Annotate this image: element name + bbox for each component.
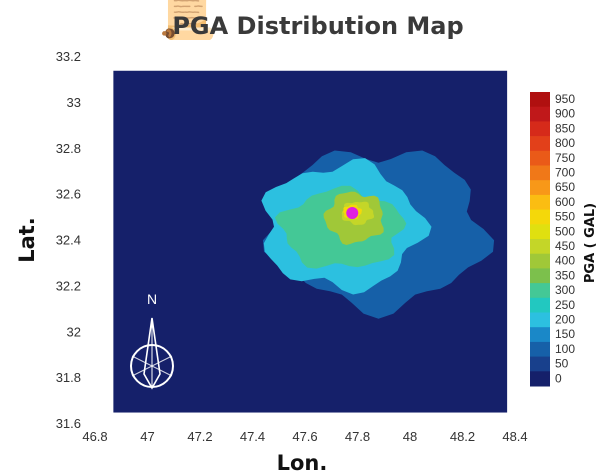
colorbar-swatch (530, 253, 550, 269)
x-tick-label: 47.2 (187, 429, 212, 444)
y-tick-label: 31.6 (56, 416, 81, 431)
colorbar-swatch (530, 297, 550, 313)
north-arrow: N (130, 291, 174, 390)
colorbar-swatch (530, 371, 550, 387)
colorbar-label: 650 (555, 180, 575, 194)
colorbar-label: 800 (555, 136, 575, 150)
colorbar-swatch (530, 268, 550, 284)
colorbar-swatch (530, 150, 550, 166)
x-tick-label: 48.2 (450, 429, 475, 444)
colorbar-title: PGA ( GAL) (583, 203, 598, 283)
colorbar-label: 500 (555, 224, 575, 238)
x-tick-label: 47.8 (345, 429, 370, 444)
colorbar-label: 350 (555, 268, 575, 282)
colorbar-label: 100 (555, 342, 575, 356)
x-tick-label: 47 (140, 429, 154, 444)
colorbar-label: 600 (555, 195, 575, 209)
colorbar-swatch (530, 209, 550, 225)
y-tick-label: 32.2 (56, 278, 81, 293)
colorbar-label: 50 (555, 357, 569, 371)
colorbar-label: 850 (555, 121, 575, 135)
background-watermark: 📜 (150, 0, 217, 43)
colorbar-label: 0 (555, 371, 562, 385)
y-tick-label: 32.6 (56, 187, 81, 202)
pga-contour-zones (261, 150, 495, 319)
colorbar-swatch (530, 356, 550, 372)
y-tick-label: 31.8 (56, 370, 81, 385)
colorbar-swatch (530, 194, 550, 211)
colorbar-label: 950 (555, 92, 575, 106)
y-axis-ticks: 31.6 31.8 32 32.2 32.4 32.6 32.8 33 33.2 (56, 49, 81, 431)
colorbar-swatch (530, 239, 550, 255)
x-tick-label: 46.8 (82, 429, 107, 444)
colorbar-label: 450 (555, 239, 575, 253)
y-tick-label: 32 (67, 324, 81, 339)
colorbar-label: 200 (555, 313, 575, 327)
colorbar-swatch (530, 327, 550, 343)
y-tick-label: 32.4 (56, 233, 81, 248)
colorbar-swatch (530, 283, 550, 299)
colorbar-swatch (530, 180, 550, 196)
colorbar-swatch (530, 106, 550, 122)
x-tick-label: 48.4 (502, 429, 527, 444)
colorbar-swatch (530, 165, 550, 181)
colorbar-label: 550 (555, 210, 575, 224)
colorbar-swatch (530, 92, 550, 108)
y-tick-label: 33.2 (56, 49, 81, 64)
colorbar-label: 900 (555, 107, 575, 121)
colorbar-swatch (530, 312, 550, 328)
x-tick-label: 48 (403, 429, 417, 444)
x-axis-ticks: 46.8 47 47.2 47.4 47.6 47.8 48 48.2 48.4 (82, 429, 527, 444)
colorbar-label: 700 (555, 166, 575, 180)
y-axis-label: Lat. (15, 217, 39, 263)
x-axis-label: Lon. (277, 451, 328, 475)
y-tick-label: 32.8 (56, 141, 81, 156)
x-tick-label: 47.6 (292, 429, 317, 444)
colorbar-label: 300 (555, 283, 575, 297)
y-tick-label: 33 (67, 95, 81, 110)
colorbar-label: 750 (555, 151, 575, 165)
colorbar-swatch (530, 224, 550, 240)
pga-colorbar: 9509008508007507006506005505004504003503… (530, 92, 575, 387)
colorbar-label: 150 (555, 327, 575, 341)
colorbar-swatch (530, 121, 550, 137)
colorbar-swatch (530, 341, 550, 358)
colorbar-label: 250 (555, 298, 575, 312)
chart-title: PGA Distribution Map (172, 12, 463, 40)
colorbar-swatch (530, 136, 550, 152)
north-label: N (147, 291, 157, 307)
x-tick-label: 47.4 (240, 429, 265, 444)
colorbar-label: 400 (555, 254, 575, 268)
epicenter-marker (346, 206, 359, 219)
